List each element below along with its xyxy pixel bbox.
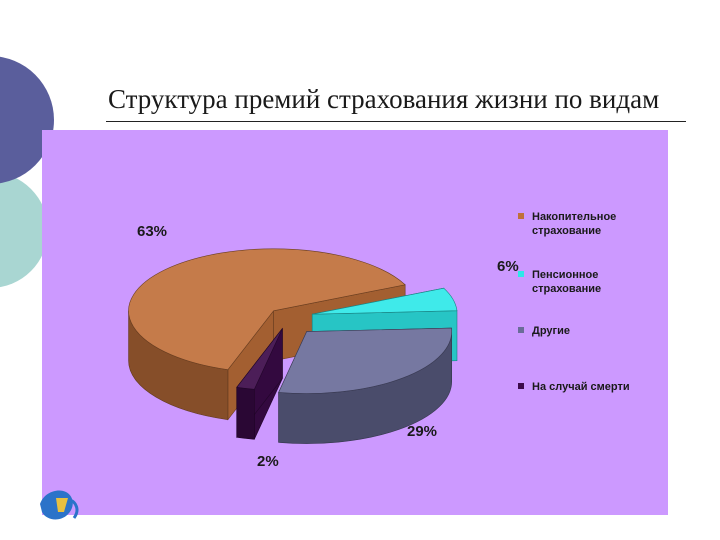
- title-underline: [106, 121, 686, 122]
- legend-item-other: Другие: [518, 324, 666, 338]
- chart-legend: Накопительное страхование Пенсионное стр…: [518, 210, 666, 393]
- pie-slice: [236, 327, 283, 440]
- pie-chart: 63% 6% 29% 2%: [128, 223, 519, 470]
- legend-swatch: [518, 327, 524, 333]
- data-label: 2%: [257, 453, 279, 470]
- logo: [40, 490, 79, 520]
- legend-label: Накопительное страхование: [532, 211, 617, 237]
- pie-slice: [278, 327, 452, 444]
- legend-item-death: На случай смерти: [518, 380, 666, 394]
- deco-circle-dark: [0, 56, 54, 184]
- legend-swatch: [518, 383, 524, 389]
- slide-title: Структура премий страхования жизни по ви…: [108, 84, 660, 114]
- chart-panel: 63% 6% 29% 2% Накопительное страхование Пен…: [42, 130, 668, 515]
- data-label: 63%: [137, 223, 167, 240]
- pie-slice-top: [236, 328, 283, 390]
- legend-item-pension: Пенсионное страхование: [518, 268, 666, 296]
- data-label: 6%: [497, 258, 519, 275]
- pie-slice-side: [236, 386, 255, 440]
- deco-circle-light: [0, 172, 48, 288]
- legend-label: На случай смерти: [532, 381, 630, 393]
- legend-label: Другие: [532, 325, 570, 337]
- legend-label: Пенсионное страхование: [532, 269, 602, 295]
- legend-item-accumulative: Накопительное страхование: [518, 210, 666, 238]
- pie-slice-top: [312, 287, 458, 315]
- data-label: 29%: [407, 423, 437, 440]
- legend-swatch: [518, 271, 524, 277]
- legend-swatch: [518, 213, 524, 219]
- pie-slice-top: [278, 327, 452, 394]
- pie-slice-top: [128, 248, 406, 370]
